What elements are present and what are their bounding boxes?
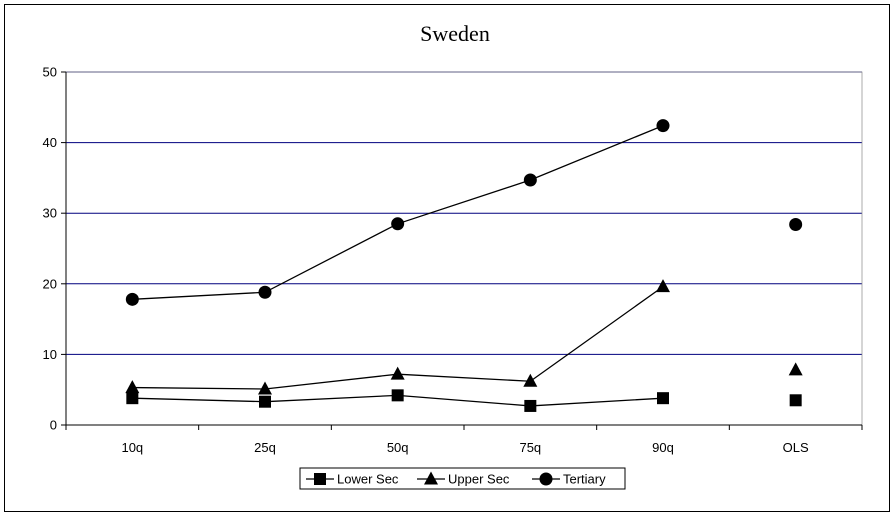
legend: Lower Sec Upper Sec Tertiary bbox=[299, 467, 626, 490]
x-tick-label: 25q bbox=[254, 440, 276, 455]
legend-label-upper-sec: Upper Sec bbox=[448, 472, 510, 487]
data-point-tertiary bbox=[391, 217, 405, 231]
legend-marker-tertiary bbox=[539, 472, 553, 486]
data-point-upper-sec bbox=[788, 362, 803, 376]
data-point-tertiary bbox=[258, 285, 272, 299]
y-tick-label: 50 bbox=[43, 65, 57, 80]
data-point-upper-sec bbox=[258, 381, 272, 395]
data-point-lower-sec bbox=[126, 392, 139, 405]
legend-label-tertiary: Tertiary bbox=[563, 472, 606, 487]
gridlines bbox=[66, 71, 862, 355]
y-tick-label: 10 bbox=[43, 347, 57, 362]
y-tick-label: 40 bbox=[43, 135, 57, 150]
legend-marker-upper-sec bbox=[424, 471, 438, 485]
data-point-tertiary bbox=[523, 173, 537, 187]
x-tick-label: 50q bbox=[387, 440, 409, 455]
y-tick-label: 30 bbox=[43, 206, 57, 221]
legend-label-lower-sec: Lower Sec bbox=[337, 472, 399, 487]
legend-marker-lower-sec bbox=[314, 473, 326, 485]
x-axis-ticks: 10q 25q 50q 75q 90q OLS bbox=[121, 440, 809, 455]
y-tick-label: 0 bbox=[50, 418, 57, 433]
data-point-upper-sec bbox=[656, 279, 670, 293]
data-point-upper-sec bbox=[523, 373, 538, 387]
x-tick-label: 90q bbox=[652, 440, 674, 455]
x-tick-label: 10q bbox=[121, 440, 143, 455]
data-point-lower-sec bbox=[657, 392, 669, 405]
data-point-lower-sec bbox=[789, 394, 802, 407]
data-point-tertiary bbox=[789, 217, 803, 231]
data-point-lower-sec bbox=[524, 399, 537, 412]
series-lines bbox=[132, 125, 664, 407]
chart-frame bbox=[4, 4, 890, 512]
axes bbox=[61, 71, 863, 430]
data-point-upper-sec bbox=[390, 366, 405, 380]
data-point-lower-sec bbox=[259, 395, 271, 408]
chart-title: Sweden bbox=[420, 21, 490, 46]
x-tick-label: OLS bbox=[783, 440, 809, 455]
data-point-tertiary bbox=[125, 292, 139, 306]
y-tick-label: 20 bbox=[43, 276, 57, 291]
series-line-tertiary bbox=[132, 125, 664, 300]
data-point-tertiary bbox=[656, 119, 670, 133]
series-markers bbox=[125, 119, 803, 412]
y-axis-ticks: 0 10 20 30 40 50 bbox=[43, 65, 57, 433]
plot-area bbox=[65, 71, 863, 426]
data-point-lower-sec bbox=[391, 389, 404, 402]
data-point-upper-sec bbox=[125, 380, 140, 394]
x-tick-label: 75q bbox=[519, 440, 541, 455]
